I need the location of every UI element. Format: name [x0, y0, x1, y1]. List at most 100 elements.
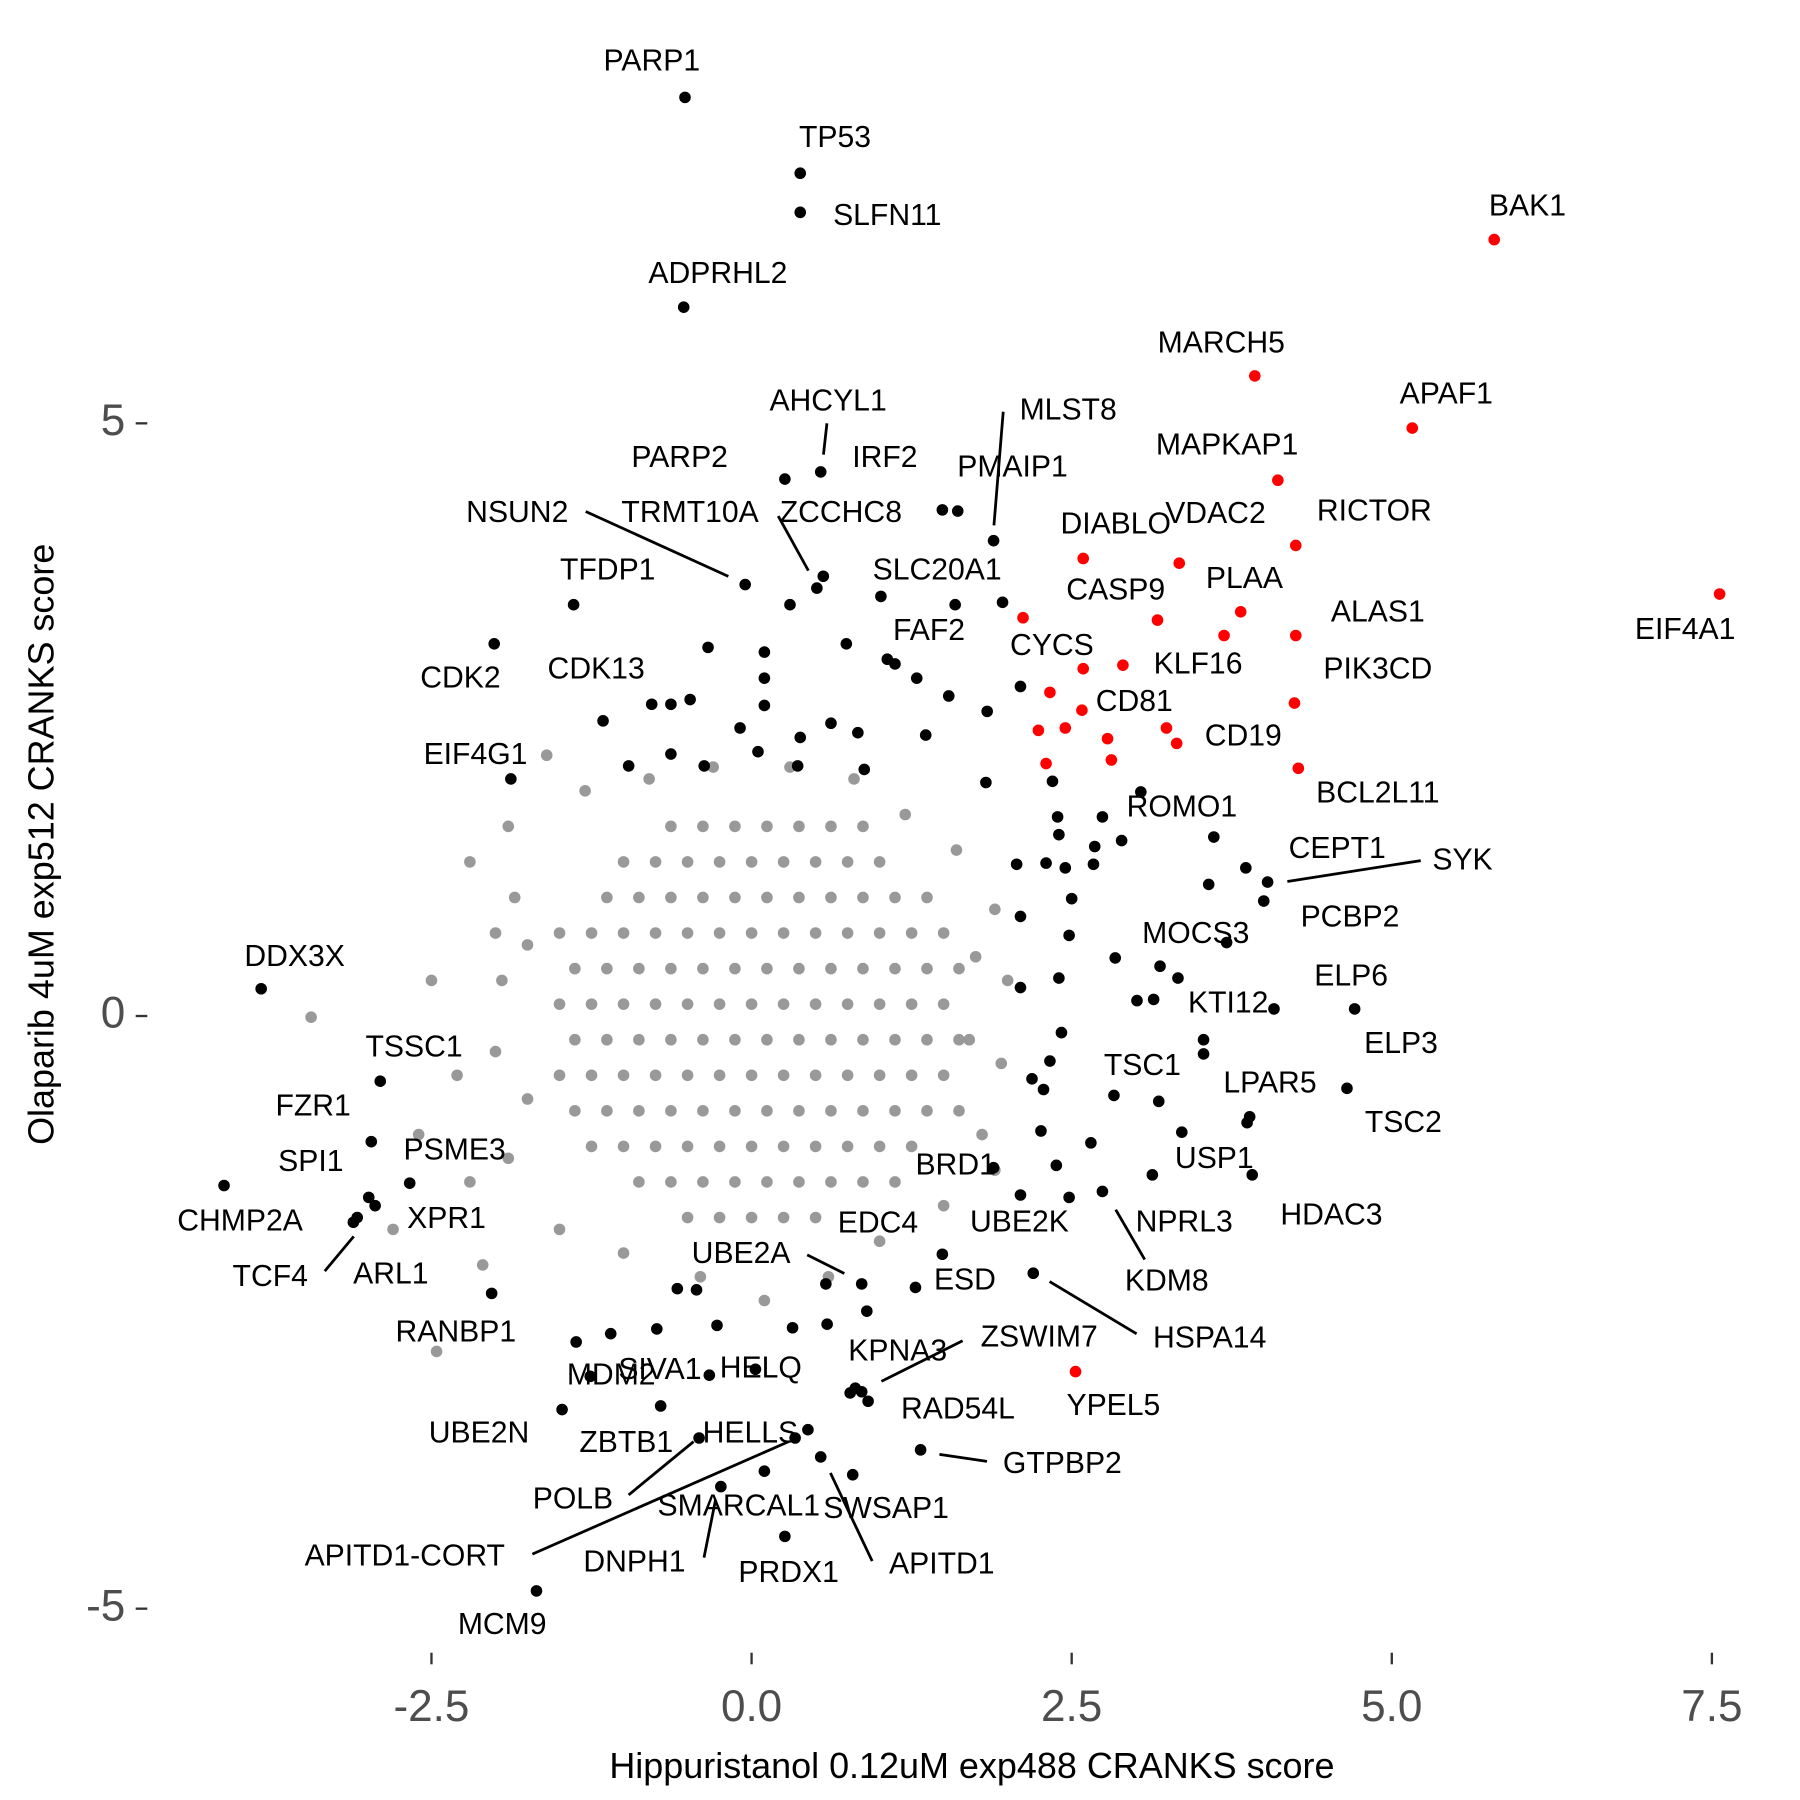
point — [802, 1423, 814, 1436]
point — [761, 1033, 773, 1046]
point-label: TRMT10A — [621, 496, 759, 529]
point — [1170, 737, 1183, 750]
point — [1488, 233, 1501, 246]
point — [953, 1105, 965, 1117]
point — [855, 1385, 868, 1398]
point — [1131, 994, 1143, 1007]
point-label: ELP6 — [1314, 960, 1388, 993]
point — [694, 1270, 707, 1283]
point-label: CEPT1 — [1289, 832, 1386, 865]
point — [809, 1211, 822, 1224]
leader-line — [939, 1453, 988, 1463]
point — [921, 962, 933, 975]
point — [570, 1336, 582, 1348]
x-tick-label: 2.5 — [1041, 1682, 1102, 1731]
point-label: SIVA1 — [618, 1353, 701, 1386]
point — [671, 1282, 684, 1295]
point-label: SMARCAL1 — [658, 1490, 820, 1523]
point-label: ZSWIM7 — [981, 1320, 1098, 1353]
point — [919, 729, 932, 741]
point — [1040, 757, 1052, 770]
point — [809, 1140, 822, 1153]
point-label: SWSAP1 — [823, 1492, 949, 1525]
point — [953, 1033, 965, 1046]
point — [779, 473, 791, 485]
point — [617, 1069, 630, 1082]
point — [1348, 1003, 1361, 1015]
point — [633, 1176, 645, 1188]
point — [758, 646, 771, 658]
point-label: MCM9 — [458, 1608, 547, 1641]
point — [584, 1370, 597, 1383]
point — [969, 950, 982, 963]
point — [758, 1294, 771, 1307]
point — [1202, 878, 1215, 891]
point — [633, 1105, 645, 1117]
point-label: APITD1 — [889, 1548, 995, 1581]
point — [665, 962, 677, 975]
point — [848, 773, 860, 785]
point — [889, 1176, 901, 1188]
point — [713, 1069, 726, 1082]
point-label: PSME3 — [404, 1134, 506, 1167]
point — [403, 1177, 416, 1189]
point — [362, 1191, 375, 1204]
leader-line — [531, 1440, 790, 1556]
point — [485, 1287, 498, 1300]
point — [1026, 1073, 1038, 1085]
point — [693, 1432, 705, 1444]
point — [821, 1318, 833, 1330]
point — [777, 1211, 790, 1224]
point — [1406, 422, 1419, 434]
point — [779, 1530, 791, 1543]
point — [794, 731, 807, 744]
point — [745, 1140, 758, 1153]
point — [857, 1105, 869, 1117]
point-label: HSPA14 — [1153, 1322, 1266, 1355]
point — [633, 962, 645, 975]
point — [496, 974, 508, 987]
point — [412, 1128, 425, 1141]
point — [858, 763, 871, 776]
point — [1032, 724, 1045, 737]
point — [681, 927, 694, 939]
labels-layer: PARP1 TP53 SLFN11 ADPRHL2 AHCYL1 IRF2 PARP2 PMA… — [177, 45, 1735, 1641]
point — [702, 641, 714, 654]
point — [914, 1444, 927, 1456]
point — [617, 927, 630, 939]
point-label: PARP2 — [631, 441, 728, 474]
point-label: ELP3 — [1364, 1027, 1438, 1060]
point — [981, 705, 993, 718]
point — [697, 1105, 709, 1117]
series — [305, 749, 1014, 1358]
point — [811, 582, 823, 594]
point — [761, 891, 773, 904]
point-label: POLB — [533, 1483, 613, 1516]
point-label: PRDX1 — [738, 1556, 839, 1589]
point — [825, 1105, 837, 1117]
point — [1257, 895, 1270, 907]
point — [820, 1278, 832, 1290]
point-label: EDC4 — [838, 1207, 918, 1240]
point — [729, 891, 741, 904]
point — [794, 206, 807, 219]
point — [697, 1176, 709, 1188]
leader-line — [806, 1253, 845, 1275]
point — [713, 998, 726, 1010]
point-label: MAPKAP1 — [1156, 428, 1298, 461]
point — [617, 1140, 630, 1153]
point — [617, 998, 630, 1010]
point — [697, 891, 709, 904]
point — [889, 891, 901, 904]
point-label: PMAIP1 — [957, 451, 1068, 484]
point — [734, 722, 746, 734]
leader-line — [777, 515, 810, 572]
point-label: KDM8 — [1125, 1265, 1209, 1298]
point — [1014, 1189, 1027, 1201]
point — [1096, 1185, 1109, 1198]
point-label: LPAR5 — [1223, 1066, 1316, 1099]
point — [711, 1319, 723, 1332]
point-label: HDAC3 — [1280, 1199, 1382, 1232]
point — [654, 1400, 667, 1412]
